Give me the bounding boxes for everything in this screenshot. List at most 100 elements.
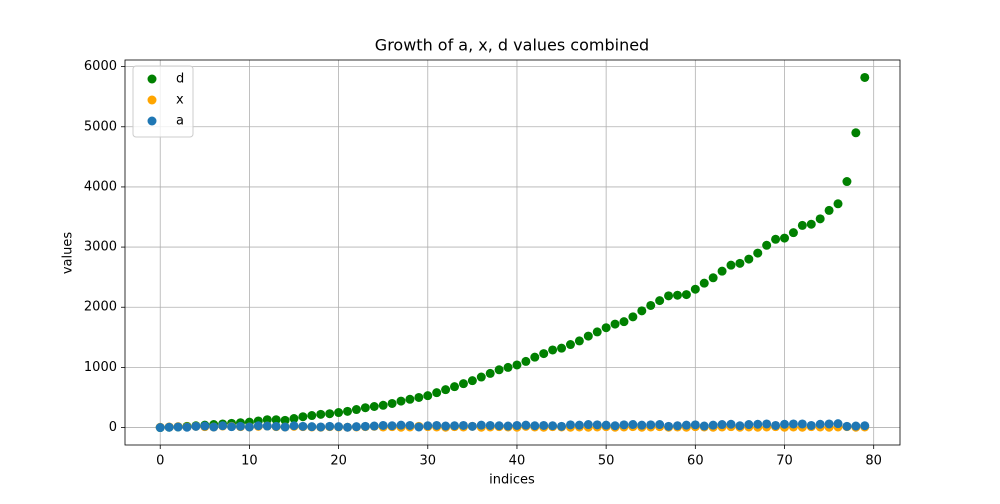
point xyxy=(655,296,665,306)
y-axis-label: values xyxy=(61,232,76,275)
point xyxy=(539,420,549,430)
point xyxy=(343,406,353,416)
point xyxy=(583,420,593,430)
point xyxy=(173,422,183,432)
point xyxy=(557,421,567,431)
point xyxy=(548,345,558,355)
legend-label: x xyxy=(176,93,184,108)
point xyxy=(726,260,736,270)
point xyxy=(467,376,477,386)
point xyxy=(574,420,584,430)
point xyxy=(788,228,798,238)
point xyxy=(833,419,843,429)
point xyxy=(699,278,709,288)
point xyxy=(289,414,299,424)
point xyxy=(307,411,317,421)
point xyxy=(369,421,379,431)
point xyxy=(405,394,415,404)
point xyxy=(824,419,834,429)
point xyxy=(690,284,700,294)
point xyxy=(494,421,504,431)
point xyxy=(360,421,370,431)
x-tick-label: 30 xyxy=(420,454,437,469)
point xyxy=(583,331,593,341)
x-axis-label: indices xyxy=(489,473,535,488)
point xyxy=(450,382,460,392)
point xyxy=(298,421,308,431)
chart-title: Growth of a, x, d values combined xyxy=(375,36,649,55)
point xyxy=(664,421,674,431)
x-tick-label: 10 xyxy=(241,454,258,469)
point xyxy=(771,420,781,430)
point xyxy=(610,421,620,431)
point xyxy=(753,419,763,429)
point xyxy=(565,420,575,430)
point xyxy=(842,421,852,431)
point xyxy=(432,388,442,398)
point xyxy=(601,323,611,333)
point xyxy=(458,420,468,430)
point xyxy=(860,72,870,82)
point xyxy=(227,422,237,432)
point xyxy=(726,419,736,429)
point xyxy=(744,420,754,430)
point xyxy=(860,421,870,431)
point xyxy=(253,421,263,431)
point xyxy=(806,420,816,430)
point xyxy=(191,421,201,431)
point xyxy=(476,372,486,382)
legend-label: a xyxy=(176,114,184,129)
point xyxy=(771,234,781,244)
point xyxy=(387,398,397,408)
point xyxy=(298,412,308,422)
point xyxy=(244,422,254,432)
point xyxy=(325,409,335,419)
point xyxy=(280,422,290,432)
point xyxy=(681,420,691,430)
point xyxy=(432,420,442,430)
point xyxy=(664,291,674,301)
point xyxy=(271,415,281,425)
point xyxy=(744,254,754,264)
point xyxy=(307,422,317,432)
point xyxy=(565,340,575,350)
x-tick-label: 50 xyxy=(598,454,615,469)
point xyxy=(485,420,495,430)
point xyxy=(806,219,816,229)
point xyxy=(753,248,763,258)
point xyxy=(271,421,281,431)
point xyxy=(414,422,424,432)
point xyxy=(672,290,682,300)
point xyxy=(672,421,682,431)
point xyxy=(405,420,415,430)
point xyxy=(717,266,727,276)
point xyxy=(530,421,540,431)
point xyxy=(797,220,807,230)
point xyxy=(351,422,361,432)
point xyxy=(450,421,460,431)
point xyxy=(503,362,513,372)
y-tick-label: 4000 xyxy=(84,179,117,194)
legend-marker xyxy=(147,74,157,84)
x-tick-label: 80 xyxy=(865,454,882,469)
point xyxy=(334,408,344,418)
point xyxy=(548,421,558,431)
point xyxy=(637,306,647,316)
point xyxy=(735,258,745,268)
y-tick-label: 6000 xyxy=(84,59,117,74)
point xyxy=(557,343,567,353)
point xyxy=(780,419,790,429)
legend-marker xyxy=(147,116,157,126)
x-tick-label: 40 xyxy=(509,454,526,469)
point xyxy=(360,403,370,413)
point xyxy=(851,421,861,431)
point xyxy=(164,422,174,432)
point xyxy=(851,128,861,138)
point xyxy=(396,396,406,406)
point xyxy=(512,360,522,370)
point xyxy=(423,391,433,401)
legend-marker xyxy=(147,95,157,105)
x-tick-label: 70 xyxy=(776,454,793,469)
legend-label: d xyxy=(176,72,184,87)
point xyxy=(619,420,629,430)
